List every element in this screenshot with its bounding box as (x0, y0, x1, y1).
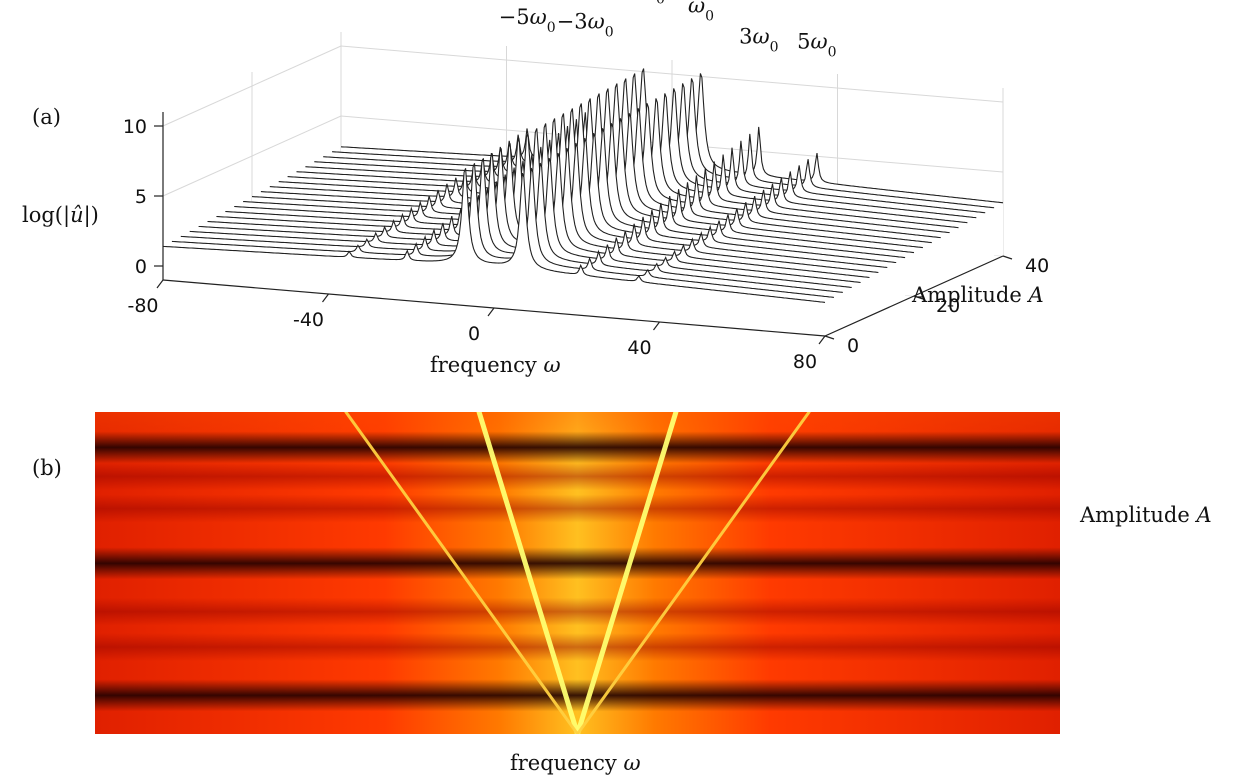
x-tick-mark (322, 293, 329, 303)
y-tick-label: 0 (847, 335, 859, 357)
peak-label: 3ω0 (739, 24, 778, 55)
waterfall-traces (162, 68, 1004, 336)
z-tick-label: 5 (135, 186, 147, 208)
peak-ridge-line (476, 412, 580, 734)
panel-b-label: (b) (32, 456, 62, 480)
peak-labels: −5ω0−3ω0 −ω0 ω0 3ω0 5ω0 (499, 0, 837, 60)
spectrum-trace (162, 168, 826, 303)
peak-ridge-line (576, 412, 811, 734)
y-tick-mark (1002, 255, 1013, 260)
x-tick-label: 0 (468, 323, 480, 345)
peak-ridge-line (344, 412, 579, 734)
x-tick-label: -80 (127, 295, 158, 317)
peak-label: −ω0 (621, 0, 665, 8)
x-tick-mark (653, 321, 660, 331)
y-tick-label: 40 (1025, 255, 1049, 277)
heatmap-bands (95, 431, 1060, 712)
x-tick-label: 80 (793, 351, 817, 373)
heatmap-peak-lines (344, 412, 811, 734)
spectrum-trace (171, 163, 834, 298)
soft-band (95, 494, 1060, 523)
z-tick-label: 0 (135, 256, 147, 278)
y-tick-mark (913, 295, 924, 300)
x-tick-mark (818, 335, 826, 345)
x-tick-mark (156, 279, 164, 289)
spectrum-trace (180, 158, 843, 293)
dark-band (95, 431, 1060, 464)
z-tick-label: 10 (123, 116, 147, 138)
panel-a-label: (a) (32, 105, 61, 129)
x-tick-label: -40 (293, 309, 324, 331)
peak-label: 5ω0 (797, 29, 836, 60)
peak-label: −3ω0 (557, 10, 614, 41)
heatmap-x-axis-label: frequency ω (510, 751, 641, 775)
soft-band (95, 462, 1060, 491)
grid-line-left-z (162, 115, 342, 197)
waterfall-panel: (a) -80 -40 0 40 80 0 20 40 0 5 10 −5ω0−3ω0 −ω0 ω0 3ω… (22, 0, 1049, 377)
soft-band (95, 597, 1060, 626)
soft-band (95, 633, 1060, 662)
trace-fill (163, 168, 825, 336)
waterfall-axes: -80 -40 0 40 80 0 20 40 0 5 10 (123, 112, 1049, 373)
y-axis-label: Amplitude A (911, 283, 1044, 307)
peak-label: −5ω0 (499, 5, 556, 36)
y-tick-mark (824, 335, 835, 340)
dark-band (95, 547, 1060, 580)
x-tick-label: 40 (627, 337, 651, 359)
grid-line-back-z (340, 45, 1004, 103)
peak-label: ω0 (688, 0, 714, 24)
x-tick-mark (487, 307, 495, 317)
grid-line-left-z (162, 45, 342, 127)
heatmap-y-axis-label: Amplitude A (1079, 503, 1212, 527)
x-axis-label: frequency ω (430, 353, 561, 377)
peak-ridge-line (575, 412, 679, 734)
y-tick-label: 20 (936, 295, 960, 317)
z-axis-label: log(|û|) (22, 203, 99, 228)
dark-band (95, 679, 1060, 712)
heatmap-panel: (b) frequency ω Amplitude A (32, 412, 1212, 775)
heatmap-image (95, 412, 1060, 734)
